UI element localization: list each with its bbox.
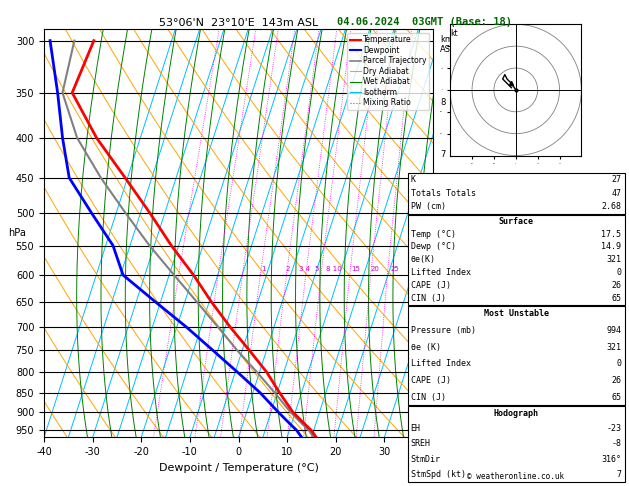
Text: CIN (J): CIN (J) <box>411 393 446 401</box>
Text: 8: 8 <box>440 98 446 107</box>
Text: PW (cm): PW (cm) <box>411 203 446 211</box>
Text: 20: 20 <box>370 266 380 272</box>
Text: 3: 3 <box>440 323 446 331</box>
Text: CIN (J): CIN (J) <box>411 294 446 303</box>
Text: Lifted Index: Lifted Index <box>411 359 470 368</box>
Text: 2: 2 <box>440 368 445 377</box>
Text: 7: 7 <box>440 150 446 159</box>
Text: 994: 994 <box>606 326 621 335</box>
Text: 321: 321 <box>606 343 621 352</box>
Text: Dewp (°C): Dewp (°C) <box>411 243 456 251</box>
Text: LCL: LCL <box>435 428 450 436</box>
Text: StmSpd (kt): StmSpd (kt) <box>411 469 465 479</box>
Text: StmDir: StmDir <box>411 454 441 464</box>
Text: 26: 26 <box>611 281 621 290</box>
Text: 04.06.2024  03GMT (Base: 18): 04.06.2024 03GMT (Base: 18) <box>337 17 512 27</box>
Text: 15: 15 <box>352 266 360 272</box>
Text: 0: 0 <box>616 359 621 368</box>
Text: EH: EH <box>411 424 421 434</box>
Text: 7: 7 <box>616 469 621 479</box>
Text: Mixing Ratio (g/kg): Mixing Ratio (g/kg) <box>467 193 476 273</box>
Text: Totals Totals: Totals Totals <box>411 189 476 198</box>
Text: 25: 25 <box>390 266 399 272</box>
Title: 53°06'N  23°10'E  143m ASL: 53°06'N 23°10'E 143m ASL <box>159 18 318 28</box>
X-axis label: Dewpoint / Temperature (°C): Dewpoint / Temperature (°C) <box>159 463 318 473</box>
Text: CAPE (J): CAPE (J) <box>411 376 451 385</box>
Text: K: K <box>411 175 416 184</box>
Text: © weatheronline.co.uk: © weatheronline.co.uk <box>467 472 564 481</box>
Text: 316°: 316° <box>601 454 621 464</box>
Text: 65: 65 <box>611 393 621 401</box>
Text: kt: kt <box>450 29 458 38</box>
Legend: Temperature, Dewpoint, Parcel Trajectory, Dry Adiabat, Wet Adiabat, Isotherm, Mi: Temperature, Dewpoint, Parcel Trajectory… <box>347 33 429 110</box>
Text: 1: 1 <box>440 408 445 417</box>
Text: 0: 0 <box>616 268 621 277</box>
Text: 1: 1 <box>261 266 265 272</box>
Text: θe (K): θe (K) <box>411 343 441 352</box>
Text: SREH: SREH <box>411 439 431 449</box>
Text: 14.9: 14.9 <box>601 243 621 251</box>
Text: 5: 5 <box>314 266 319 272</box>
Text: 8 10: 8 10 <box>326 266 342 272</box>
Text: 26: 26 <box>611 376 621 385</box>
Text: 2.68: 2.68 <box>601 203 621 211</box>
Text: km
ASL: km ASL <box>440 35 456 54</box>
Text: CAPE (J): CAPE (J) <box>411 281 451 290</box>
Text: 321: 321 <box>606 255 621 264</box>
Text: 4: 4 <box>440 287 445 296</box>
Text: Most Unstable: Most Unstable <box>484 310 548 318</box>
Text: hPa: hPa <box>8 228 26 238</box>
Text: 6: 6 <box>440 195 446 204</box>
Text: 27: 27 <box>611 175 621 184</box>
Text: θe(K): θe(K) <box>411 255 436 264</box>
Text: 3 4: 3 4 <box>299 266 310 272</box>
Text: Pressure (mb): Pressure (mb) <box>411 326 476 335</box>
Text: Hodograph: Hodograph <box>494 409 538 418</box>
Text: 17.5: 17.5 <box>601 229 621 239</box>
Text: 47: 47 <box>611 189 621 198</box>
Text: Temp (°C): Temp (°C) <box>411 229 456 239</box>
Text: -8: -8 <box>611 439 621 449</box>
Text: -23: -23 <box>606 424 621 434</box>
Text: 5: 5 <box>440 241 445 250</box>
Text: 2: 2 <box>286 266 290 272</box>
Text: 65: 65 <box>611 294 621 303</box>
Text: Lifted Index: Lifted Index <box>411 268 470 277</box>
Text: Surface: Surface <box>499 217 533 226</box>
